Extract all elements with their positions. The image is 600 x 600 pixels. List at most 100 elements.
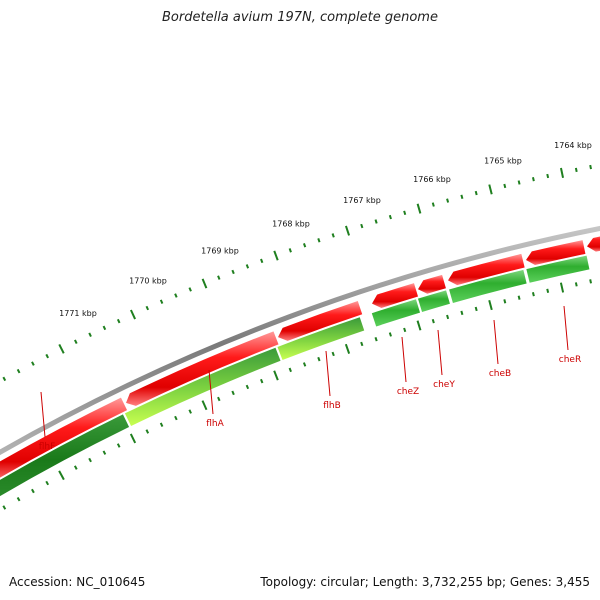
scale-tick-inner [273,370,279,381]
genome-summary: Topology: circular; Length: 3,732,255 bp… [260,575,590,589]
scale-tick-inner [344,343,351,354]
scale-tick [388,214,392,220]
scale-tick-inner [245,384,250,390]
scale-tick [273,250,279,261]
scale-tick [260,258,264,264]
reverse-gene-segment [417,290,450,313]
scale-tick-inner [374,336,378,342]
scale-tick-inner [574,282,578,287]
scale-tick [245,264,250,269]
scale-tick-inner [503,299,507,304]
forward-gene-arrow [587,236,600,252]
scale-tick [159,299,164,304]
scale-tick [374,219,378,224]
scale-tick-inner [488,299,493,311]
scale-tick-inner [188,409,192,414]
reverse-gene-segment [0,414,130,497]
scale-tick [517,180,521,185]
scale-tick-inner [546,288,550,293]
forward-gene-arrow [418,274,446,294]
scale-tick [574,167,578,173]
scale-tick [31,361,35,366]
scale-tick-inner [116,443,121,448]
scale-tick [474,190,478,196]
map-title: Bordetella avium 197N, complete genome [162,10,438,25]
gene-label: cheB [489,369,511,379]
scale-tick [589,164,592,170]
scale-tick [145,305,150,311]
gene-label: cheZ [397,387,419,397]
scale-tick-inner [517,295,521,300]
scale-tick-inner [260,378,264,384]
reverse-gene-segment [124,347,281,427]
scale-tick-inner [129,433,137,444]
scale-tick-inner [88,457,92,463]
scale-label: 1767 kbp [343,196,381,205]
reverse-gene-segment [371,299,421,327]
scale-tick [344,225,351,236]
scale-label: 1769 kbp [201,246,239,255]
scale-tick-inner [589,279,592,284]
scale-label: 1764 kbp [554,141,592,150]
scale-label: 1770 kbp [129,277,167,286]
scale-tick-inner [58,470,65,481]
gene-label: flhB [323,401,341,411]
scale-tick-inner [217,396,221,402]
scale-tick-inner [45,480,50,486]
scale-tick [331,233,335,238]
scale-tick [446,198,450,203]
scale-tick [317,238,321,243]
scale-tick-inner [288,367,292,373]
gene-leader-line [325,350,331,397]
scale-tick [201,278,208,289]
scale-tick [360,223,364,229]
scale-tick [431,202,435,207]
gene-leader-line [437,329,443,376]
scale-tick-inner [16,496,21,502]
gene-leader-line [563,305,569,351]
scale-label: 1766 kbp [413,175,451,184]
scale-tick-inner [201,400,208,411]
scale-tick-inner [102,450,107,455]
scale-tick [231,269,235,275]
gene-leader-line [40,391,46,438]
forward-gene-arrow [0,397,128,478]
scale-tick-inner [73,465,78,470]
gene-label: flhA [206,419,224,429]
gene-label: cheR [559,355,581,365]
scale-tick-inner [360,341,364,347]
reverse-gene-segment [526,255,590,283]
gene-leader-line [401,336,407,383]
scale-tick-inner [416,320,422,331]
scale-tick-inner [302,362,307,367]
scale-label: 1768 kbp [272,220,310,229]
scale-tick [302,243,307,248]
scale-tick-inner [446,314,450,320]
scale-tick [188,287,192,292]
gene-leader-line [493,319,499,365]
scale-tick [460,194,464,199]
scale-tick-inner [174,415,178,421]
scale-tick-inner [403,327,407,333]
scale-tick [503,183,507,189]
scale-tick-inner [460,310,464,316]
scale-tick [531,177,535,182]
scale-tick [58,343,65,354]
scale-tick [16,368,21,374]
scale-tick-inner [31,488,35,494]
scale-tick-inner [559,282,565,293]
reverse-gene-segment [277,317,365,360]
scale-tick [45,353,50,359]
scale-tick-inner [331,351,335,357]
scale-tick-inner [159,422,164,427]
scale-tick [74,339,78,344]
scale-tick [546,173,550,179]
forward-gene-arrow [448,253,525,286]
scale-tick-inner [231,390,235,396]
accession-label: Accession: NC_010645 [9,575,146,589]
scale-tick [217,275,221,280]
scale-tick [2,376,7,382]
scale-tick [488,184,493,195]
scale-tick-inner [388,332,392,337]
